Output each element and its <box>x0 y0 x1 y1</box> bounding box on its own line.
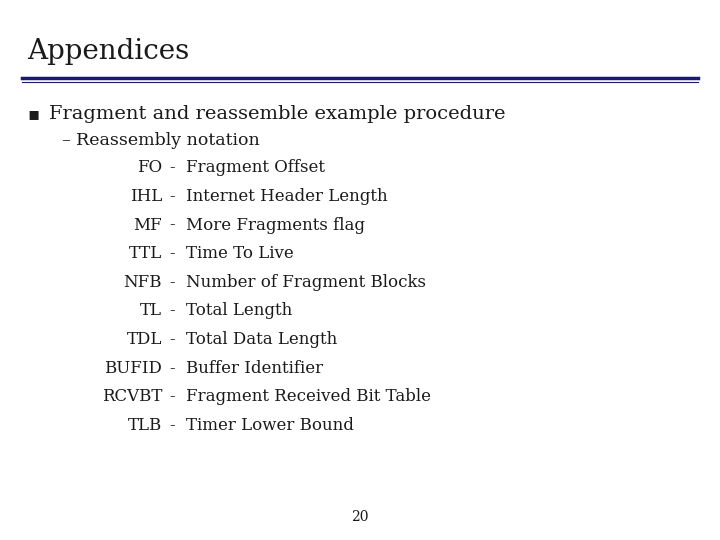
Text: Appendices: Appendices <box>27 38 189 65</box>
Text: –: – <box>61 132 70 149</box>
Text: Internet Header Length: Internet Header Length <box>186 188 387 205</box>
Text: Fragment Received Bit Table: Fragment Received Bit Table <box>186 388 431 405</box>
Text: NFB: NFB <box>124 274 162 291</box>
Text: -: - <box>169 245 175 262</box>
Text: Reassembly notation: Reassembly notation <box>76 132 259 149</box>
Text: Fragment and reassemble example procedure: Fragment and reassemble example procedur… <box>49 105 505 123</box>
Text: IHL: IHL <box>130 188 162 205</box>
Text: MF: MF <box>133 217 162 233</box>
Text: Total Length: Total Length <box>186 302 292 319</box>
Text: Timer Lower Bound: Timer Lower Bound <box>186 417 354 434</box>
Text: -: - <box>169 159 175 176</box>
Text: RCVBT: RCVBT <box>102 388 162 405</box>
Text: Total Data Length: Total Data Length <box>186 331 337 348</box>
Text: -: - <box>169 302 175 319</box>
Text: Number of Fragment Blocks: Number of Fragment Blocks <box>186 274 426 291</box>
Text: -: - <box>169 388 175 405</box>
Text: Time To Live: Time To Live <box>186 245 294 262</box>
Text: TDL: TDL <box>127 331 162 348</box>
Text: TLB: TLB <box>127 417 162 434</box>
Text: Fragment Offset: Fragment Offset <box>186 159 325 176</box>
Text: ▪: ▪ <box>27 105 40 123</box>
Text: Buffer Identifier: Buffer Identifier <box>186 360 323 376</box>
Text: TTL: TTL <box>129 245 162 262</box>
Text: -: - <box>169 217 175 233</box>
Text: More Fragments flag: More Fragments flag <box>186 217 365 233</box>
Text: TL: TL <box>140 302 162 319</box>
Text: -: - <box>169 188 175 205</box>
Text: -: - <box>169 417 175 434</box>
Text: 20: 20 <box>351 510 369 524</box>
Text: BUFID: BUFID <box>104 360 162 376</box>
Text: -: - <box>169 331 175 348</box>
Text: FO: FO <box>137 159 162 176</box>
Text: -: - <box>169 360 175 376</box>
Text: -: - <box>169 274 175 291</box>
